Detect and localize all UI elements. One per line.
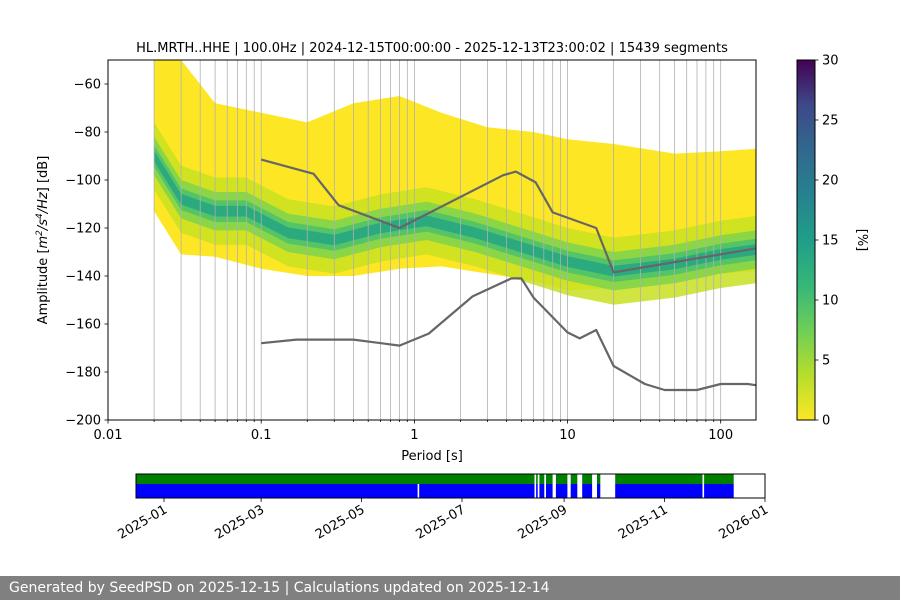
timeline-frame bbox=[135, 473, 766, 499]
x-tick-label: 0.1 bbox=[251, 428, 272, 443]
timeline-tick-label: 2025-03 bbox=[213, 502, 268, 542]
colorbar-ticks: 0 5 10 15 20 25 30 bbox=[815, 54, 839, 429]
timeline-tick-label: 2025-11 bbox=[616, 502, 671, 542]
availability-segment-blue bbox=[136, 484, 418, 498]
timeline-tick-label: 2025-09 bbox=[516, 502, 571, 542]
chart-title: HL.MRTH..HHE | 100.0Hz | 2024-12-15T00:0… bbox=[136, 41, 728, 56]
timeline-axis: 2025-01 2025-03 2025-05 2025-07 2025-09 2025-… bbox=[115, 498, 771, 543]
x-tick-label: 1 bbox=[410, 428, 418, 443]
y-label-part: ] [dB] bbox=[36, 156, 51, 193]
availability-segment-blue bbox=[582, 484, 593, 498]
timeline-tick-label: 2026-01 bbox=[716, 502, 771, 542]
availability-segment-green bbox=[597, 474, 601, 484]
footer-text: Generated by SeedPSD on 2025-12-15 | Cal… bbox=[9, 580, 550, 596]
y-tick-label: −100 bbox=[65, 174, 101, 189]
density-layer bbox=[154, 60, 756, 305]
availability-segment-green bbox=[570, 474, 578, 484]
availability-segment-blue bbox=[539, 484, 545, 498]
y-label-part: /Hz bbox=[36, 191, 51, 214]
data-availability-timeline bbox=[136, 474, 734, 498]
x-tick-label: 10 bbox=[559, 428, 576, 443]
colorbar-label: [%] bbox=[854, 229, 869, 252]
y-tick-label: −80 bbox=[74, 126, 101, 141]
x-grid bbox=[108, 60, 722, 420]
colorbar-tick-label: 0 bbox=[822, 414, 830, 429]
y-axis: −200 −180 −160 −140 −120 −100 −80 −60 bbox=[65, 78, 108, 429]
availability-segment-green bbox=[582, 474, 593, 484]
colorbar-tick-label: 20 bbox=[822, 174, 839, 189]
y-tick-label: −200 bbox=[65, 414, 101, 429]
availability-segment-green bbox=[136, 474, 535, 484]
y-label-part: Amplitude [ bbox=[36, 248, 51, 324]
availability-segment-green bbox=[615, 474, 703, 484]
colorbar-tick-label: 25 bbox=[822, 114, 839, 129]
y-axis-label: Amplitude [m2/s4/Hz] [dB] bbox=[35, 156, 51, 325]
y-label-sup: 4 bbox=[35, 213, 45, 219]
availability-segment-green bbox=[539, 474, 545, 484]
timeline-tick-label: 2025-07 bbox=[413, 502, 468, 542]
availability-segment-blue bbox=[597, 484, 601, 498]
availability-segment-blue bbox=[536, 484, 538, 498]
availability-segment-green bbox=[536, 474, 538, 484]
availability-segment-blue bbox=[419, 484, 535, 498]
y-tick-label: −160 bbox=[65, 318, 101, 333]
y-label-part: /s bbox=[36, 219, 51, 231]
availability-segment-blue bbox=[570, 484, 578, 498]
plot-frame bbox=[107, 59, 757, 421]
low-noise-model-line bbox=[261, 277, 756, 392]
x-axis-label: Period [s] bbox=[401, 449, 463, 464]
availability-segment-blue bbox=[704, 484, 734, 498]
availability-segment-green bbox=[555, 474, 568, 484]
availability-segment-green bbox=[704, 474, 734, 484]
colorbar-tick-label: 10 bbox=[822, 294, 839, 309]
y-tick-label: −180 bbox=[65, 366, 101, 381]
timeline-tick-label: 2025-05 bbox=[313, 502, 368, 542]
high-noise-model-line bbox=[260, 158, 756, 274]
availability-segment-blue bbox=[555, 484, 568, 498]
x-tick-label: 0.01 bbox=[94, 428, 123, 443]
y-label-part: m bbox=[36, 236, 51, 249]
y-tick-label: −60 bbox=[74, 78, 101, 93]
colorbar-tick-label: 30 bbox=[822, 54, 839, 69]
colorbar bbox=[796, 59, 816, 421]
availability-segment-green bbox=[546, 474, 553, 484]
density-band bbox=[154, 150, 756, 277]
plot-area bbox=[108, 60, 756, 420]
y-tick-label: −140 bbox=[65, 270, 101, 285]
noise-model-lines bbox=[260, 158, 756, 392]
x-tick-label: 100 bbox=[708, 428, 733, 443]
x-axis: 0.01 0.1 1 10 100 bbox=[94, 420, 733, 443]
footer-bar: Generated by SeedPSD on 2025-12-15 | Cal… bbox=[0, 576, 900, 600]
psd-figure: HL.MRTH..HHE | 100.0Hz | 2024-12-15T00:0… bbox=[35, 41, 869, 543]
availability-segment-blue bbox=[615, 484, 703, 498]
availability-segment-blue bbox=[546, 484, 553, 498]
y-tick-label: −120 bbox=[65, 222, 101, 237]
colorbar-tick-label: 5 bbox=[822, 354, 830, 369]
density-band bbox=[154, 145, 756, 282]
timeline-tick-label: 2025-01 bbox=[115, 502, 170, 542]
y-label-sup: 2 bbox=[35, 230, 45, 236]
colorbar-tick-label: 15 bbox=[822, 234, 839, 249]
